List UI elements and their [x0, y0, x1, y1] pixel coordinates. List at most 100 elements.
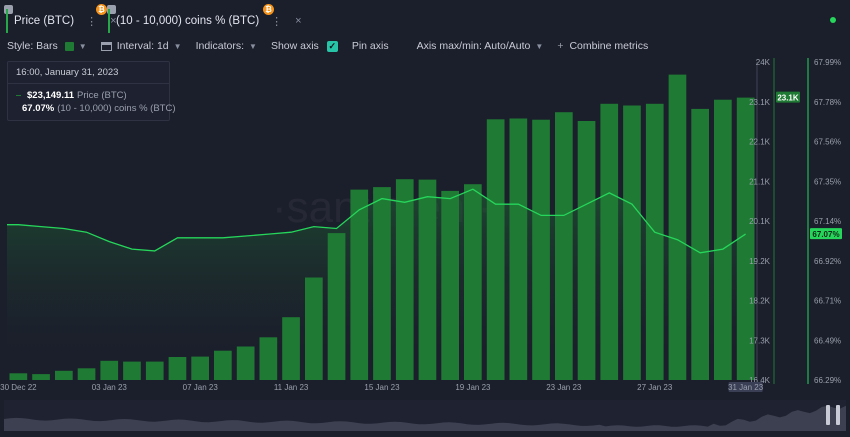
y-left-tick-label: 20.1K [749, 217, 771, 226]
x-cursor-badge [728, 382, 763, 392]
price-bar [600, 103, 619, 381]
price-bar [486, 119, 505, 381]
chart-toolbar: Style: Bars ▼ Interval: 1d ▼ Indicators:… [0, 38, 850, 54]
y-left-tick-label: 19.2K [749, 257, 771, 266]
tooltip-price-metric: Price (BTC) [77, 90, 127, 101]
x-tick-label: 15 Jan 23 [364, 383, 400, 392]
tooltip-pct-row: 67.07% (10 - 10,000) coins % (BTC) [8, 101, 176, 114]
price-bar [9, 373, 28, 380]
x-tick-label: 31 Jan 23 [728, 383, 764, 392]
tooltip-price-row: $23,149.11 Price (BTC) [8, 84, 169, 101]
more-icon[interactable]: ⋮ [271, 15, 284, 28]
y-right-tick-label: 66.92% [814, 257, 841, 266]
price-bar [259, 337, 278, 380]
navigator-handle [836, 405, 840, 425]
chart-tooltip: 16:00, January 31, 2023 $23,149.11 Price… [7, 61, 176, 121]
navigator-handle [826, 405, 830, 425]
price-bar [145, 361, 164, 380]
price-bar [441, 190, 459, 380]
price-bar [555, 112, 573, 380]
y-left-tick-label: 21.1K [749, 177, 771, 186]
calendar-icon [100, 41, 112, 51]
indicators-selector[interactable]: Indicators: ▼ [196, 40, 257, 52]
y-left-tick-label: 24K [756, 58, 771, 67]
y-right-tick-label: 66.71% [814, 297, 841, 306]
plus-icon: + [557, 40, 564, 52]
price-bar [305, 277, 323, 380]
price-bar [55, 370, 73, 380]
current-price-badge [776, 91, 800, 103]
tooltip-pct-metric: (10 - 10,000) coins % (BTC) [57, 103, 176, 114]
price-bar [577, 121, 596, 380]
price-bar [623, 105, 641, 380]
navigator-area [4, 405, 846, 431]
current-price-label: 23.1K [777, 94, 799, 103]
y-left-tick-label: 16.4K [749, 376, 771, 385]
y-left-tick-label: 18.2K [749, 297, 771, 306]
price-bar [327, 233, 346, 380]
y-left-tick-label: 23.1K [749, 98, 771, 107]
close-icon[interactable]: × [295, 15, 303, 27]
close-icon[interactable]: × [110, 15, 118, 27]
interval-selector[interactable]: Interval: 1d ▼ [100, 40, 182, 52]
chevron-down-icon: ▼ [173, 41, 182, 51]
x-tick-label: 03 Jan 23 [92, 383, 128, 392]
metric-chip-label: Price (BTC) [14, 15, 75, 27]
price-bar [464, 184, 482, 380]
live-status-dot [830, 17, 836, 23]
pin-axis-label: Pin axis [351, 40, 389, 52]
more-icon[interactable]: ⋮ [86, 15, 99, 28]
metrics-header: ₿ Price (BTC) ⋮ × ₿ (10 - 10,000) coins … [0, 0, 850, 34]
pin-axis-toggle[interactable]: Pin axis [352, 40, 389, 52]
chevron-down-icon: ▼ [78, 41, 87, 51]
y-right-tick-label: 67.99% [814, 58, 841, 67]
price-bar [123, 361, 141, 380]
price-bar [168, 357, 187, 380]
price-bar [100, 360, 119, 380]
metric-chip-price[interactable]: Price (BTC) ⋮ × [6, 9, 118, 33]
combine-metrics-button[interactable]: + Combine metrics [557, 40, 648, 52]
y-left-tick-label: 17.3K [749, 336, 771, 345]
price-bar [282, 317, 300, 380]
indicators-label: Indicators: [195, 40, 245, 52]
axis-minmax-label: Axis max/min: Auto/Auto [416, 40, 531, 52]
lock-icon [4, 5, 13, 14]
price-bar [350, 189, 369, 380]
y-right-tick-label: 67.35% [814, 177, 841, 186]
metric-chip-label: (10 - 10,000) coins % (BTC) [116, 15, 260, 27]
price-bar [532, 119, 550, 380]
x-tick-label: 30 Dec 22 [0, 383, 37, 392]
check-icon[interactable]: ✓ [326, 40, 338, 52]
y-right-tick-label: 66.49% [814, 336, 841, 345]
y-left-tick-label: 22.1K [749, 138, 771, 147]
interval-label: Interval: 1d [116, 40, 169, 52]
chevron-down-icon: ▼ [535, 41, 544, 51]
show-axis-label: Show axis [270, 40, 319, 52]
x-tick-label: 11 Jan 23 [274, 383, 309, 392]
x-tick-label: 07 Jan 23 [183, 383, 219, 392]
coins-pct-line [7, 188, 746, 254]
price-bar [714, 99, 732, 380]
style-label: Style: Bars [7, 40, 58, 52]
price-bar [645, 103, 664, 381]
price-bar [509, 118, 528, 380]
axis-minmax-selector[interactable]: Axis max/min: Auto/Auto ▼ [417, 40, 544, 52]
color-swatch[interactable] [64, 41, 74, 51]
price-bar [691, 108, 709, 381]
price-bar [373, 187, 391, 380]
style-selector[interactable]: Style: Bars ▼ [7, 40, 87, 52]
x-tick-label: 19 Jan 23 [455, 383, 491, 392]
bitcoin-icon: ₿ [263, 4, 274, 15]
price-bar [191, 356, 209, 380]
show-axis-toggle[interactable]: Show axis ✓ [271, 40, 338, 52]
y-right-tick-label: 67.56% [814, 138, 841, 147]
metric-chip-coins-pct[interactable]: (10 - 10,000) coins % (BTC) ⋮ × [108, 9, 303, 33]
tooltip-pct-value: 67.07% [22, 103, 55, 114]
tooltip-price-value: $23,149.11 [27, 90, 75, 101]
x-tick-label: 27 Jan 23 [637, 383, 673, 392]
series-marker [16, 95, 21, 96]
tooltip-date: 16:00, January 31, 2023 [8, 62, 169, 84]
current-pct-label: 67.07% [812, 230, 839, 239]
chevron-down-icon: ▼ [249, 41, 257, 51]
